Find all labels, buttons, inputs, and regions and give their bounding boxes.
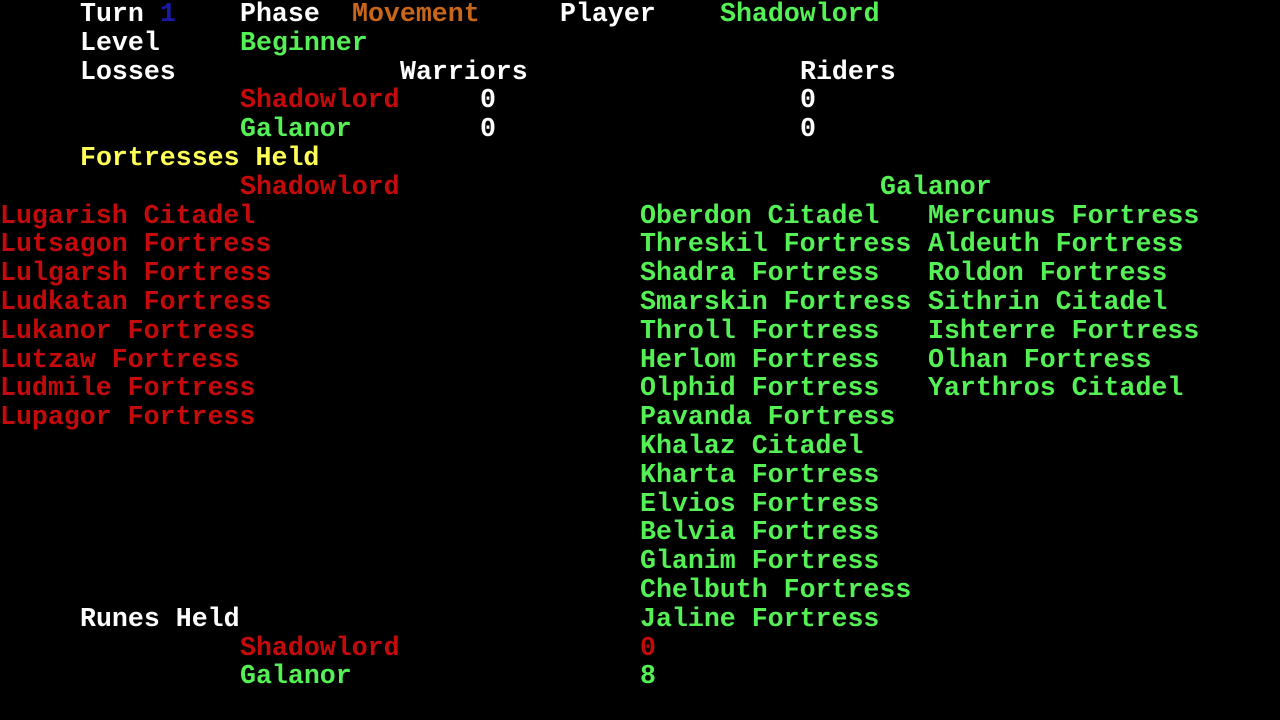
level-label: Level: [80, 27, 160, 58]
shadowlord-fortress-item: Lukanor Fortress: [0, 315, 256, 346]
warriors-losses-value: 0: [480, 85, 496, 116]
galanor-fortress-item: Shadra Fortress: [640, 258, 880, 289]
galanor-fortress-item: Jaline Fortress: [640, 603, 880, 634]
player-value: Shadowlord: [720, 0, 880, 29]
level-value: Beginner: [240, 27, 368, 58]
shadowlord-fortress-item: Lugarish Citadel: [0, 200, 256, 231]
shadowlord-fortress-item: Lupagor Fortress: [0, 402, 256, 433]
runes-side-name: Shadowlord: [240, 632, 400, 663]
shadowlord-fortress-item: Ludmile Fortress: [0, 373, 256, 404]
galanor-fortress-item: Herlom Fortress: [640, 344, 880, 375]
galanor-fortress-item: Yarthros Citadel: [928, 373, 1184, 404]
losses-side-name: Galanor: [240, 114, 352, 145]
galanor-fortress-item: Pavanda Fortress: [640, 402, 896, 433]
turn-label: Turn: [80, 0, 144, 29]
player-label: Player: [560, 0, 656, 29]
shadowlord-fortress-item: Ludkatan Fortress: [0, 287, 272, 317]
galanor-fortress-item: Smarskin Fortress: [640, 287, 912, 317]
galanor-fortress-item: Belvia Fortress: [640, 517, 880, 548]
fortresses-held-label: Fortresses Held: [80, 143, 320, 173]
shadowlord-fortress-item: Lulgarsh Fortress: [0, 258, 272, 289]
galanor-fortress-item: Chelbuth Fortress: [640, 575, 912, 605]
galanor-fortresses-header: Galanor: [880, 171, 992, 202]
shadowlord-fortress-item: Lutsagon Fortress: [0, 229, 272, 260]
runes-count-value: 0: [640, 632, 656, 663]
galanor-fortress-item: Ishterre Fortress: [928, 315, 1200, 346]
losses-label: Losses: [80, 56, 176, 87]
shadowlord-fortress-item: Lutzaw Fortress: [0, 344, 240, 375]
galanor-fortress-item: Elvios Fortress: [640, 488, 880, 519]
galanor-fortress-item: Khalaz Citadel: [640, 431, 864, 461]
galanor-fortress-item: Aldeuth Fortress: [928, 229, 1184, 260]
galanor-fortress-item: Sithrin Citadel: [928, 287, 1168, 317]
warriors-header: Warriors: [400, 56, 528, 87]
runes-count-value: 8: [640, 661, 656, 692]
warriors-losses-value: 0: [480, 114, 496, 145]
galanor-fortress-item: Olhan Fortress: [928, 344, 1152, 375]
riders-losses-value: 0: [800, 85, 816, 116]
galanor-fortress-item: Threskil Fortress: [640, 229, 912, 260]
galanor-fortress-item: Throll Fortress: [640, 315, 880, 346]
phase-value: Movement: [352, 0, 480, 29]
galanor-fortress-item: Mercunus Fortress: [928, 200, 1200, 231]
galanor-fortress-item: Roldon Fortress: [928, 258, 1168, 289]
riders-losses-value: 0: [800, 114, 816, 145]
galanor-fortress-item: Kharta Fortress: [640, 459, 880, 490]
runes-side-name: Galanor: [240, 661, 352, 692]
runes-held-label: Runes Held: [80, 603, 240, 634]
galanor-fortress-item: Olphid Fortress: [640, 373, 880, 404]
phase-label: Phase: [240, 0, 320, 29]
galanor-fortress-item: Glanim Fortress: [640, 546, 880, 577]
riders-header: Riders: [800, 56, 896, 87]
losses-side-name: Shadowlord: [240, 85, 400, 116]
galanor-fortress-item: Oberdon Citadel: [640, 200, 880, 231]
turn-value: 1: [160, 0, 176, 29]
shadowlord-fortresses-header: Shadowlord: [240, 171, 400, 202]
